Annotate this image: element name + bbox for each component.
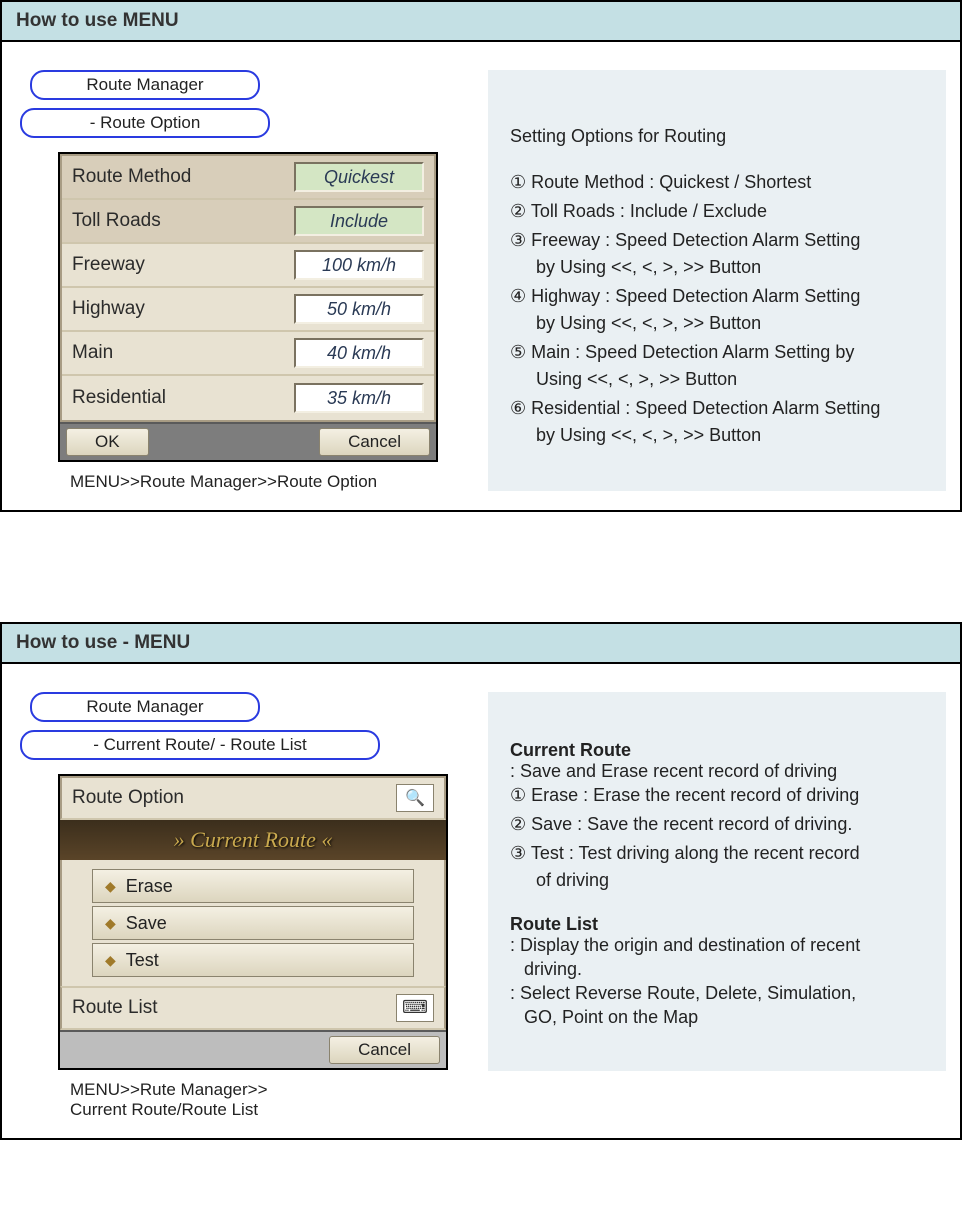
current-route-band: » Current Route « <box>60 820 446 860</box>
row-label: Route Method <box>72 166 294 188</box>
row-label: Residential <box>72 387 294 409</box>
desc-item: ④ Highway : Speed Detection Alarm Settin… <box>510 283 924 337</box>
cancel-button[interactable]: Cancel <box>329 1036 440 1064</box>
pill-route-manager: Route Manager <box>30 692 260 722</box>
left-column: Route Manager - Route Option Route Metho… <box>20 70 470 492</box>
desc-item: ③ Test : Test driving along the recent r… <box>510 840 924 894</box>
breadcrumb-caption: MENU>>Route Manager>>Route Option <box>70 472 470 492</box>
row-value[interactable]: Include <box>294 206 424 236</box>
screenshot-current-route: Route Option 🔍 » Current Route « ◆Erase … <box>58 774 448 1070</box>
desc-list: ① Route Method : Quickest / Shortest ② T… <box>510 169 924 449</box>
left-column: Route Manager - Current Route/ - Route L… <box>20 692 470 1120</box>
desc-item: ① Route Method : Quickest / Shortest <box>510 169 924 196</box>
row-label: Main <box>72 342 294 364</box>
right-column: Current Route : Save and Erase recent re… <box>488 692 946 1120</box>
row-freeway[interactable]: Freeway 100 km/h <box>62 244 434 288</box>
button-bar: OK Cancel <box>60 422 436 460</box>
rl-heading: Route List <box>510 914 924 935</box>
row-label: Route Option <box>72 787 184 809</box>
rl-sub2: : Select Reverse Route, Delete, Simulati… <box>510 983 924 1004</box>
ok-button[interactable]: OK <box>66 428 149 456</box>
row-route-method[interactable]: Route Method Quickest <box>62 156 434 200</box>
row-route-option[interactable]: Route Option 🔍 <box>60 776 446 820</box>
cr-sub: : Save and Erase recent record of drivin… <box>510 761 924 782</box>
pill-current-route: - Current Route/ - Route List <box>20 730 380 760</box>
row-toll-roads[interactable]: Toll Roads Include <box>62 200 434 244</box>
rl-sub2-cont: GO, Point on the Map <box>510 1004 924 1031</box>
save-button[interactable]: ◆Save <box>92 906 414 940</box>
description-box: Current Route : Save and Erase recent re… <box>488 692 946 1071</box>
row-route-list[interactable]: Route List <box>60 986 446 1030</box>
row-label: Freeway <box>72 254 294 276</box>
desc-item: ① Erase : Erase the recent record of dri… <box>510 782 924 809</box>
row-main[interactable]: Main 40 km/h <box>62 332 434 376</box>
keyboard-icon[interactable] <box>396 994 434 1022</box>
pill-route-manager: Route Manager <box>30 70 260 100</box>
row-value[interactable]: 40 km/h <box>294 338 424 368</box>
button-bar: Cancel <box>60 1030 446 1068</box>
row-label: Route List <box>72 997 158 1019</box>
row-value[interactable]: Quickest <box>294 162 424 192</box>
section-route-option: How to use MENU Route Manager - Route Op… <box>0 0 962 512</box>
row-value[interactable]: 100 km/h <box>294 250 424 280</box>
desc-heading: Setting Options for Routing <box>510 126 924 147</box>
desc-item: ⑥ Residential : Speed Detection Alarm Se… <box>510 395 924 449</box>
row-value[interactable]: 50 km/h <box>294 294 424 324</box>
rl-sub1: : Display the origin and destination of … <box>510 935 924 956</box>
section-body: Route Manager - Current Route/ - Route L… <box>2 664 960 1138</box>
breadcrumb-caption: MENU>>Rute Manager>> Current Route/Route… <box>70 1080 470 1120</box>
desc-item: ② Toll Roads : Include / Exclude <box>510 198 924 225</box>
cancel-button[interactable]: Cancel <box>319 428 430 456</box>
desc-item: ③ Freeway : Speed Detection Alarm Settin… <box>510 227 924 281</box>
rl-sub1-cont: driving. <box>510 956 924 983</box>
description-box: Setting Options for Routing ① Route Meth… <box>488 70 946 491</box>
search-icon[interactable]: 🔍 <box>396 784 434 812</box>
pill-route-option: - Route Option <box>20 108 270 138</box>
row-value[interactable]: 35 km/h <box>294 383 424 413</box>
section-title: How to use - MENU <box>2 624 960 664</box>
mini-list: ◆Erase ◆Save ◆Test <box>60 860 446 986</box>
section-title: How to use MENU <box>2 2 960 42</box>
desc-item: ⑤ Main : Speed Detection Alarm Setting b… <box>510 339 924 393</box>
cr-heading: Current Route <box>510 740 924 761</box>
row-label: Toll Roads <box>72 210 294 232</box>
section-current-route: How to use - MENU Route Manager - Curren… <box>0 622 962 1140</box>
erase-button[interactable]: ◆Erase <box>92 869 414 903</box>
screenshot-inner: Route Method Quickest Toll Roads Include… <box>60 154 436 422</box>
section-body: Route Manager - Route Option Route Metho… <box>2 42 960 510</box>
row-highway[interactable]: Highway 50 km/h <box>62 288 434 332</box>
right-column: Setting Options for Routing ① Route Meth… <box>488 70 946 492</box>
row-residential[interactable]: Residential 35 km/h <box>62 376 434 420</box>
row-label: Highway <box>72 298 294 320</box>
desc-list: ① Erase : Erase the recent record of dri… <box>510 782 924 894</box>
test-button[interactable]: ◆Test <box>92 943 414 977</box>
desc-item: ② Save : Save the recent record of drivi… <box>510 811 924 838</box>
screenshot-route-option: Route Method Quickest Toll Roads Include… <box>58 152 438 462</box>
